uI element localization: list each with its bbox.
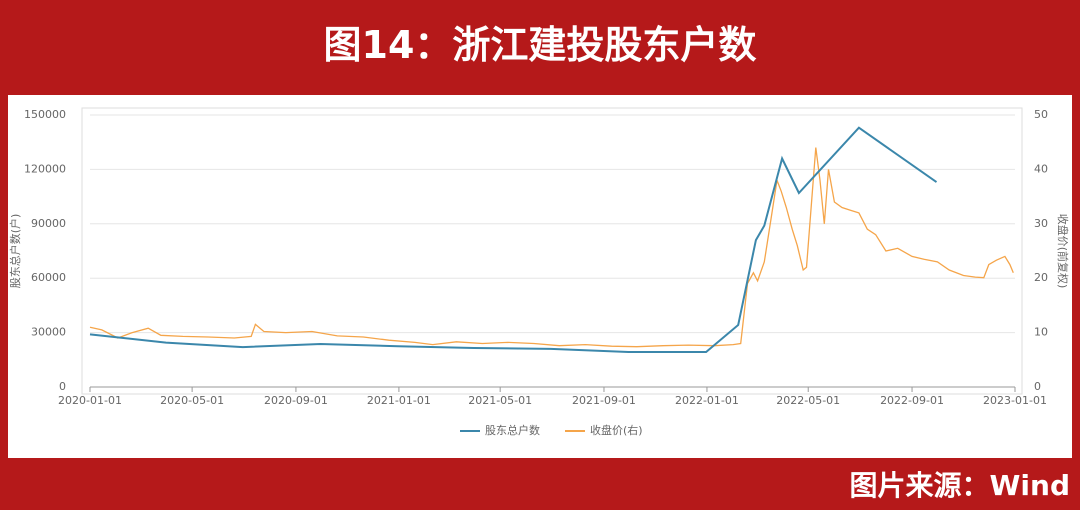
legend-label: 股东总户数 [485, 423, 540, 437]
x-tick-label: 2021-05-01 [468, 394, 532, 407]
x-tick-label: 2022-01-01 [675, 394, 739, 407]
series-line [89, 126, 938, 353]
x-tick-label: 2020-01-01 [58, 394, 122, 407]
x-tick-label: 2022-05-01 [776, 394, 840, 407]
y-tick-label: 0 [59, 380, 66, 393]
y-tick-label: 30000 [31, 326, 66, 339]
x-tick-label: 2021-09-01 [572, 394, 636, 407]
y-tick-label: 150000 [24, 108, 66, 121]
y2-axis-label: 收盘价(前复权) [1056, 214, 1070, 289]
x-tick-label: 2020-05-01 [160, 394, 224, 407]
plot-frame [81, 107, 1023, 395]
source-note: 图片来源：Wind [849, 469, 1070, 502]
y2-tick-label: 10 [1034, 326, 1048, 339]
series-line [89, 147, 1014, 348]
chart-title: 图14：浙江建投股东户数 [323, 23, 757, 67]
x-tick-label: 2023-01-01 [983, 394, 1047, 407]
y-tick-label: 60000 [31, 271, 66, 284]
y-tick-label: 90000 [31, 217, 66, 230]
y2-tick-label: 30 [1034, 217, 1048, 230]
y-axis-label: 股东总户数(户) [8, 214, 22, 289]
y2-tick-label: 0 [1034, 380, 1041, 393]
y2-tick-label: 20 [1034, 271, 1048, 284]
y2-tick-label: 40 [1034, 162, 1048, 175]
y2-tick-label: 50 [1034, 108, 1048, 121]
x-tick-label: 2021-01-01 [367, 394, 431, 407]
legend-label: 收盘价(右) [590, 423, 643, 437]
x-tick-label: 2020-09-01 [264, 394, 328, 407]
y-tick-label: 120000 [24, 162, 66, 175]
x-tick-label: 2022-09-01 [880, 394, 944, 407]
chart-panel [8, 95, 1072, 458]
